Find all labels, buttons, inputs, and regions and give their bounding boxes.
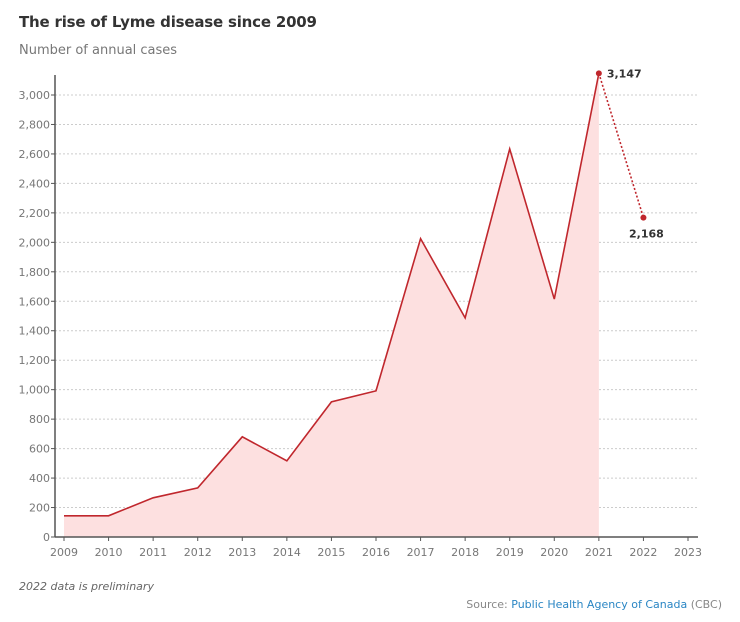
x-tick-label: 2016	[362, 546, 390, 559]
x-tick-label: 2017	[407, 546, 435, 559]
y-tick-label: 1,000	[19, 384, 51, 397]
y-tick-label: 0	[43, 531, 50, 544]
y-tick-label: 2,200	[19, 207, 51, 220]
source-suffix: (CBC)	[687, 598, 722, 611]
y-tick-label: 2,800	[19, 118, 51, 131]
y-tick-label: 1,800	[19, 266, 51, 279]
data-point	[595, 70, 602, 77]
x-tick-label: 2021	[585, 546, 613, 559]
x-tick-label: 2014	[273, 546, 301, 559]
y-tick-label: 400	[29, 472, 50, 485]
x-tick-label: 2012	[184, 546, 212, 559]
y-tick-label: 800	[29, 413, 50, 426]
preliminary-line	[598, 73, 645, 218]
x-tick-label: 2023	[674, 546, 702, 559]
data-label: 3,147	[607, 67, 642, 80]
x-tick-label: 2009	[50, 546, 78, 559]
source-prefix: Source:	[466, 598, 512, 611]
x-tick-label: 2019	[496, 546, 524, 559]
x-tick-label: 2022	[629, 546, 657, 559]
x-tick-label: 2010	[95, 546, 123, 559]
preliminary-note: 2022 data is preliminary	[19, 580, 154, 593]
x-tick-label: 2018	[451, 546, 479, 559]
y-tick-label: 1,200	[19, 354, 51, 367]
source-link[interactable]: Public Health Agency of Canada	[511, 598, 688, 611]
y-tick-label: 2,600	[19, 148, 51, 161]
y-tick-label: 2,000	[19, 236, 51, 249]
y-tick-label: 200	[29, 502, 50, 515]
y-tick-label: 600	[29, 443, 50, 456]
y-tick-label: 3,000	[19, 89, 51, 102]
area-fill	[64, 73, 599, 537]
chart-subtitle: Number of annual cases	[19, 43, 178, 58]
y-tick-label: 1,400	[19, 325, 51, 338]
x-tick-label: 2011	[139, 546, 167, 559]
y-tick-label: 2,400	[19, 177, 51, 190]
data-point	[640, 214, 647, 221]
chart-title: The rise of Lyme disease since 2009	[19, 13, 317, 31]
x-tick-label: 2020	[540, 546, 568, 559]
series-line	[64, 73, 600, 517]
x-tick-label: 2013	[228, 546, 256, 559]
data-label: 2,168	[629, 228, 664, 241]
y-tick-label: 1,600	[19, 295, 51, 308]
source-line: Source: Public Health Agency of Canada (…	[466, 598, 722, 611]
x-tick-label: 2015	[317, 546, 345, 559]
